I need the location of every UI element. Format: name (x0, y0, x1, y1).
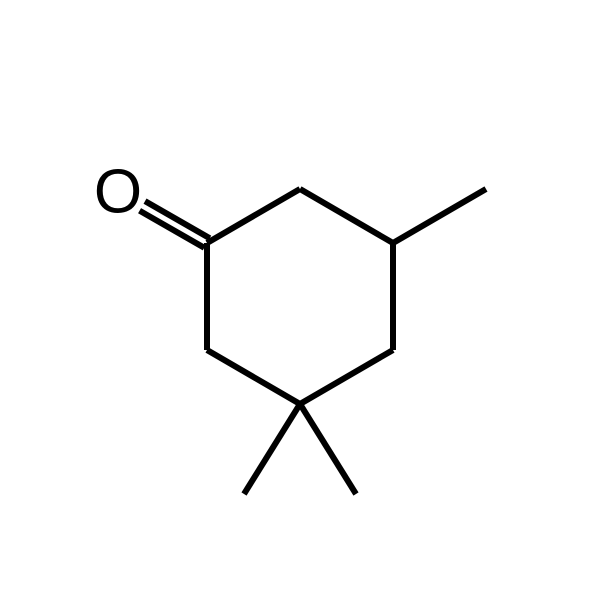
molecule-diagram: O (0, 0, 600, 600)
bond-single (300, 350, 393, 404)
bond-single (393, 189, 486, 243)
bond-single (207, 350, 300, 404)
atom-label-o: O (94, 158, 142, 227)
bond-single (244, 404, 300, 494)
bond-single (300, 189, 393, 243)
bond-single (300, 404, 356, 494)
bond-single (207, 189, 300, 243)
